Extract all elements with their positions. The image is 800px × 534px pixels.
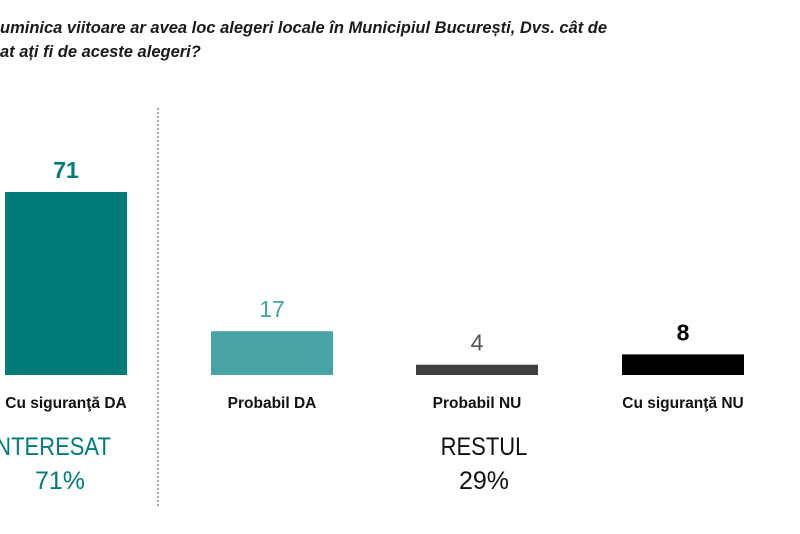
bar xyxy=(5,192,127,375)
category-label: Cu siguranţă NU xyxy=(622,395,743,412)
title-line-1: uminica viitoare ar avea loc alegeri loc… xyxy=(0,19,608,37)
data-label: 71 xyxy=(53,157,79,183)
question-title: uminica viitoare ar avea loc alegeri loc… xyxy=(0,16,607,64)
bar xyxy=(211,331,333,375)
data-label: 4 xyxy=(471,330,484,356)
group-restul: RESTUL 29% xyxy=(404,430,564,498)
bar xyxy=(416,364,538,375)
group-interesat: INTERESAT 71% xyxy=(0,430,130,498)
group-label: RESTUL xyxy=(440,433,528,461)
category-label: Probabil NU xyxy=(433,395,522,412)
group-value: 71% xyxy=(34,467,86,495)
bar xyxy=(622,354,744,375)
title-line-2: at ați fi de aceste alegeri? xyxy=(0,43,201,61)
group-divider xyxy=(157,108,159,506)
data-label: 8 xyxy=(677,319,690,345)
group-value: 29% xyxy=(458,467,510,495)
group-label: INTERESAT xyxy=(0,433,111,461)
category-label: Cu siguranţă DA xyxy=(5,395,126,412)
category-label: Probabil DA xyxy=(228,395,317,412)
data-label: 17 xyxy=(259,296,285,322)
